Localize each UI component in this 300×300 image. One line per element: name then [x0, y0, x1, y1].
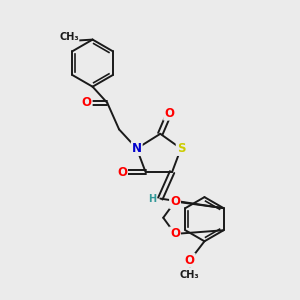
Text: O: O	[164, 107, 174, 120]
Text: O: O	[170, 227, 180, 240]
Text: CH₃: CH₃	[59, 32, 79, 42]
Text: O: O	[185, 254, 195, 267]
Text: O: O	[82, 96, 92, 110]
Text: O: O	[170, 195, 180, 208]
Text: H: H	[148, 194, 156, 204]
Text: N: N	[132, 142, 142, 155]
Text: O: O	[117, 166, 127, 178]
Text: S: S	[177, 142, 185, 155]
Text: CH₃: CH₃	[180, 270, 200, 280]
